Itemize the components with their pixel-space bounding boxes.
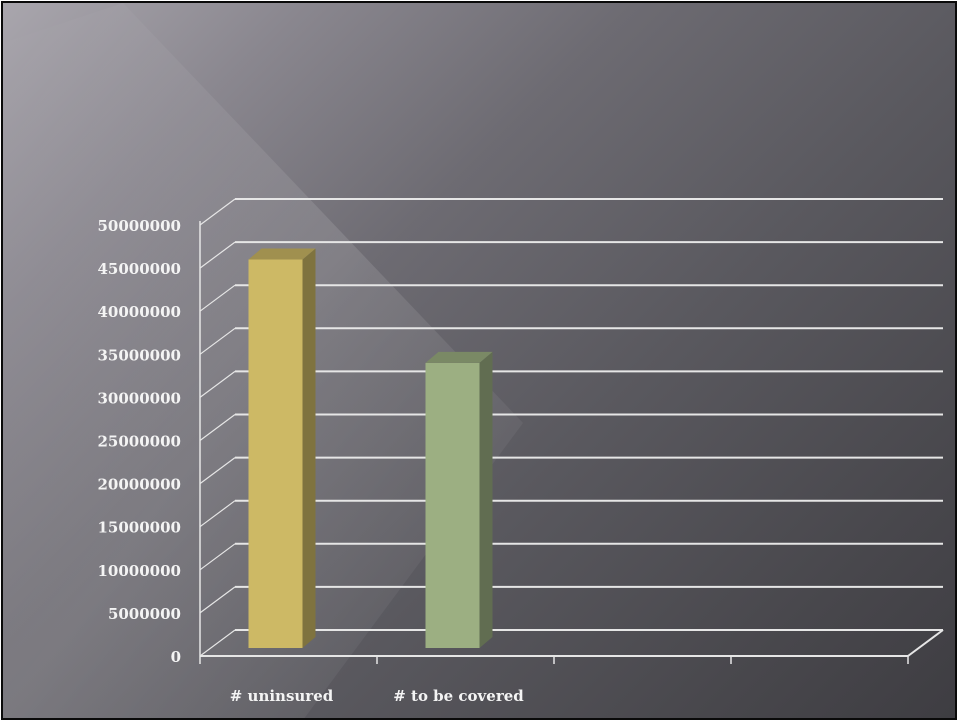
y-tick-label: 20000000 — [98, 476, 182, 494]
bars — [248, 248, 493, 649]
gridline-depth — [199, 586, 236, 614]
y-tick-label: 40000000 — [98, 303, 182, 321]
axes — [199, 221, 944, 664]
floor-edge — [907, 629, 944, 657]
gridlines — [199, 198, 943, 657]
y-tick-label: 45000000 — [98, 260, 182, 278]
y-tick-label: 35000000 — [98, 346, 182, 364]
x-category-label: # to be covered — [393, 687, 524, 705]
gridline-depth — [199, 500, 236, 528]
gridline-depth — [199, 629, 236, 657]
gridline-depth — [199, 370, 236, 398]
bar — [425, 351, 493, 648]
gridline-depth — [199, 198, 236, 226]
bar — [248, 248, 316, 649]
y-tick-label: 5000000 — [108, 605, 181, 623]
bar-chart: 0 5000000 10000000 15000000 20000000 25000000… — [3, 3, 944, 718]
gridline-depth — [199, 457, 236, 485]
y-tick-label: 50000000 — [98, 217, 182, 235]
y-tick-label: 25000000 — [98, 433, 182, 451]
gridline-depth — [199, 241, 236, 269]
y-tick-label: 15000000 — [98, 519, 182, 537]
gridline-depth — [199, 327, 236, 355]
gridline-depth — [199, 414, 236, 441]
y-tick-label: 10000000 — [98, 562, 182, 580]
gridline-depth — [199, 284, 236, 312]
y-tick-label: 30000000 — [98, 389, 182, 407]
labels: 0 5000000 10000000 15000000 20000000 25000000… — [98, 217, 525, 705]
x-category-label: # uninsured — [230, 687, 334, 705]
gridline-depth — [199, 543, 236, 571]
y-tick-label: 0 — [171, 648, 181, 666]
